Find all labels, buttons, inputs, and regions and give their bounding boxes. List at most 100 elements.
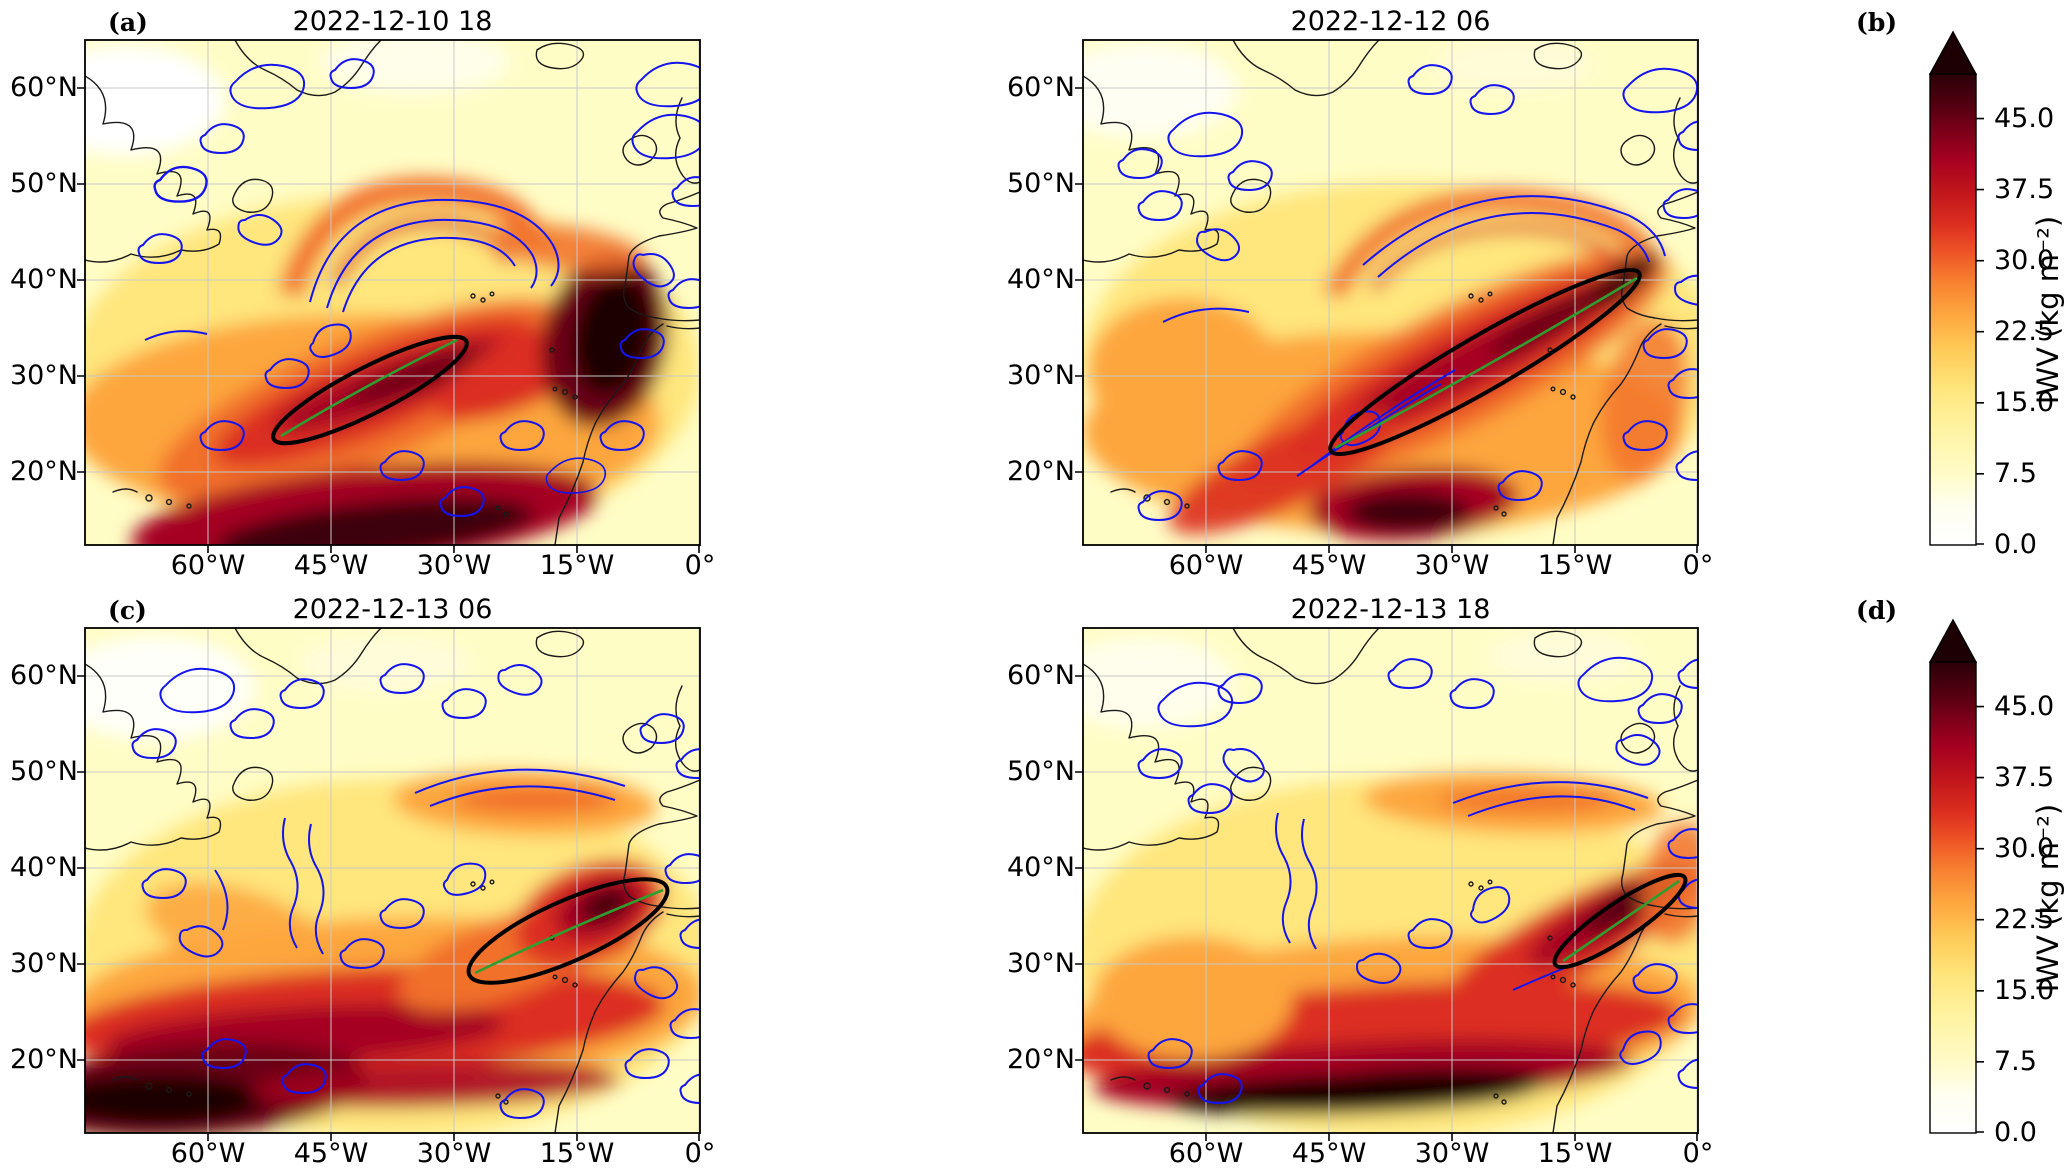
lon-tick: 15°W <box>1537 550 1613 581</box>
lon-tick: 60°W <box>1168 1138 1244 1169</box>
blue-contours <box>1117 64 1698 521</box>
lat-tick: 60°N <box>1006 72 1075 103</box>
panel-a-label: (a) <box>108 8 148 37</box>
axis-ticks <box>77 675 700 1141</box>
lat-tick: 50°N <box>9 168 78 199</box>
colorbar-ticks <box>1976 117 1984 545</box>
ar-boundary <box>1328 267 1642 457</box>
axis-ticks <box>1075 87 1698 553</box>
panel-c-label: (c) <box>108 596 147 625</box>
ar-boundary <box>1552 872 1688 970</box>
panel-b-title: 2022-12-12 06 <box>1290 6 1491 37</box>
ar-axis <box>474 888 664 975</box>
lon-tick: 15°W <box>539 1138 615 1169</box>
lat-tick: 20°N <box>9 456 78 487</box>
colorbar-bottom <box>1928 618 1984 1134</box>
lon-tick: 0° <box>1682 550 1714 581</box>
colorbar-extend-arrow <box>1928 30 1978 75</box>
colorbar-tick: 0.0 <box>1994 1117 2037 1148</box>
iwv-field-c <box>85 635 700 1133</box>
lon-tick: 45°W <box>1291 1138 1367 1169</box>
lon-tick: 30°W <box>416 550 492 581</box>
lon-tick: 45°W <box>293 1138 369 1169</box>
map-frame <box>84 39 701 546</box>
colorbar-label: IWV (kg m⁻²) <box>2031 215 2065 405</box>
lat-tick: 50°N <box>9 756 78 787</box>
colorbar-extend-arrow <box>1928 618 1978 663</box>
lat-tick: 20°N <box>1006 1044 1075 1075</box>
panel-d-label: (d) <box>1856 596 1898 625</box>
colorbar-tick: 0.0 <box>1994 529 2037 560</box>
ar-axis <box>1334 276 1638 450</box>
axis-ticks <box>77 87 700 553</box>
colorbar-tick: 45.0 <box>1994 103 2055 134</box>
lat-tick: 50°N <box>1006 756 1075 787</box>
lon-tick: 60°W <box>170 1138 246 1169</box>
colorbar-tick: 15.0 <box>1994 387 2055 418</box>
colorbar-tick: 15.0 <box>1994 975 2055 1006</box>
lon-tick: 0° <box>1682 1138 1714 1169</box>
lat-tick: 40°N <box>1006 264 1075 295</box>
colorbar-tick: 30.0 <box>1994 833 2055 864</box>
ar-contour <box>1552 872 1688 970</box>
lon-tick: 30°W <box>416 1138 492 1169</box>
ar-contour <box>271 334 469 446</box>
lat-tick: 30°N <box>9 948 78 979</box>
lat-tick: 30°N <box>9 360 78 391</box>
map-frame <box>84 627 701 1134</box>
lon-tick: 0° <box>684 1138 716 1169</box>
lat-tick: 30°N <box>1006 948 1075 979</box>
ar-contour <box>1328 267 1642 457</box>
blue-contours <box>131 657 700 1119</box>
map-frame <box>1082 39 1699 546</box>
colorbar-tick: 37.5 <box>1994 174 2055 205</box>
lat-tick: 60°N <box>9 72 78 103</box>
map-panel-d <box>1075 627 1699 1141</box>
colorbar-tick: 7.5 <box>1994 458 2037 489</box>
colorbar-tick: 37.5 <box>1994 762 2055 793</box>
lon-tick: 60°W <box>170 550 246 581</box>
panel-a-title: 2022-12-10 18 <box>292 6 493 37</box>
lat-tick: 60°N <box>9 660 78 691</box>
lat-tick: 60°N <box>1006 660 1075 691</box>
lon-tick: 0° <box>684 550 716 581</box>
lon-tick: 60°W <box>1168 550 1244 581</box>
colorbar-gradient <box>1929 73 1977 546</box>
colorbar-tick: 7.5 <box>1994 1046 2037 1077</box>
lat-tick: 30°N <box>1006 360 1075 391</box>
map-panel-a <box>77 39 701 553</box>
colorbar-tick: 45.0 <box>1994 691 2055 722</box>
lat-tick: 40°N <box>9 852 78 883</box>
lat-tick: 40°N <box>1006 852 1075 883</box>
ar-boundary <box>466 877 670 985</box>
panel-d-title: 2022-12-13 18 <box>1290 594 1491 625</box>
iwv-field-a <box>85 40 700 545</box>
lat-tick: 50°N <box>1006 168 1075 199</box>
map-panel-b <box>1075 39 1699 553</box>
iwv-field-d <box>1083 630 1698 1133</box>
panel-b-label: (b) <box>1856 8 1898 37</box>
colorbar-tick: 30.0 <box>1994 245 2055 276</box>
lon-tick: 30°W <box>1414 550 1490 581</box>
blue-contours <box>137 58 700 517</box>
ar-axis <box>280 338 458 438</box>
axis-ticks <box>1075 675 1698 1141</box>
colorbar-ticks <box>1976 705 1984 1133</box>
ar-contour <box>466 877 670 985</box>
map-panel-c <box>77 627 701 1141</box>
colorbar-gradient <box>1929 661 1977 1134</box>
ar-boundary <box>271 334 469 446</box>
panel-c-title: 2022-12-13 06 <box>292 594 493 625</box>
colorbar-tick: 22.5 <box>1994 316 2055 347</box>
colorbar-label: IWV (kg m⁻²) <box>2031 803 2065 993</box>
lon-tick: 45°W <box>1291 550 1367 581</box>
lon-tick: 15°W <box>539 550 615 581</box>
lat-tick: 20°N <box>1006 456 1075 487</box>
colorbar-top <box>1928 30 1984 546</box>
lon-tick: 45°W <box>293 550 369 581</box>
map-frame <box>1082 627 1699 1134</box>
lon-tick: 15°W <box>1537 1138 1613 1169</box>
ar-axis <box>1562 879 1680 963</box>
colorbar-tick: 22.5 <box>1994 904 2055 935</box>
